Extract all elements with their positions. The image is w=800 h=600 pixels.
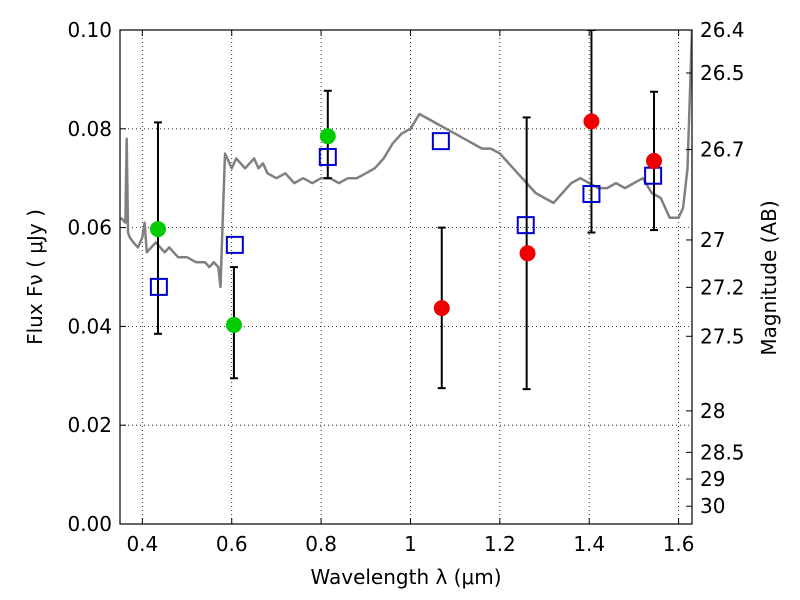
x-axis-label: Wavelength λ (μm)	[310, 565, 501, 589]
right-tick-label: 28	[700, 399, 725, 423]
right-tick-label: 28.5	[700, 440, 745, 464]
y-tick-label: 0.08	[67, 117, 112, 141]
axes-ticks: 0.4 0.6 0.8 1 1.2 1.4 1.6 0.00 0.02 0.04 0.06 0.08 0…	[67, 18, 744, 556]
y-tick-label: 0.04	[67, 314, 112, 338]
model-flux-square	[318, 147, 337, 166]
plot-area	[120, 30, 692, 391]
x-tick-label: 0.4	[126, 532, 158, 556]
x-tick-label: 1.6	[663, 532, 695, 556]
model-flux-square	[516, 216, 535, 235]
x-tick-label: 1.2	[484, 532, 516, 556]
model-flux-square	[225, 235, 244, 254]
observed-flux-point	[646, 152, 663, 169]
observed-flux-point	[225, 316, 242, 333]
model-flux-square	[431, 132, 450, 151]
right-tick-label: 27	[700, 228, 725, 252]
model-flux-square	[149, 277, 168, 296]
y-tick-label: 0.00	[67, 512, 112, 536]
x-tick-label: 1.4	[573, 532, 605, 556]
right-tick-label: 26.5	[700, 61, 745, 85]
y-tick-label: 0.02	[67, 413, 112, 437]
right-tick-label: 29	[700, 467, 725, 491]
x-tick-label: 0.8	[305, 532, 337, 556]
right-tick-label: 30	[700, 494, 725, 518]
observed-flux-point	[319, 128, 336, 145]
right-tick-label: 27.2	[700, 275, 745, 299]
x-tick-label: 0.6	[216, 532, 248, 556]
y-axis-right-label: Magnitude (AB)	[757, 200, 781, 355]
y-axis-label: Flux Fν ( μJy )	[23, 209, 47, 345]
right-tick-label: 26.7	[700, 138, 745, 162]
observed-flux-point	[149, 221, 166, 238]
y-tick-label: 0.10	[67, 18, 112, 42]
sed-model-line	[120, 30, 692, 289]
right-tick-label: 27.5	[700, 324, 745, 348]
observed-flux-point	[583, 113, 600, 130]
x-tick-label: 1	[404, 532, 417, 556]
model-flux-square	[582, 185, 601, 204]
right-tick-label: 26.4	[700, 18, 745, 42]
plot-frame	[119, 29, 693, 525]
observed-flux-point	[433, 300, 450, 317]
y-tick-label: 0.06	[67, 216, 112, 240]
observed-flux-point	[519, 245, 536, 262]
grid	[120, 29, 692, 525]
